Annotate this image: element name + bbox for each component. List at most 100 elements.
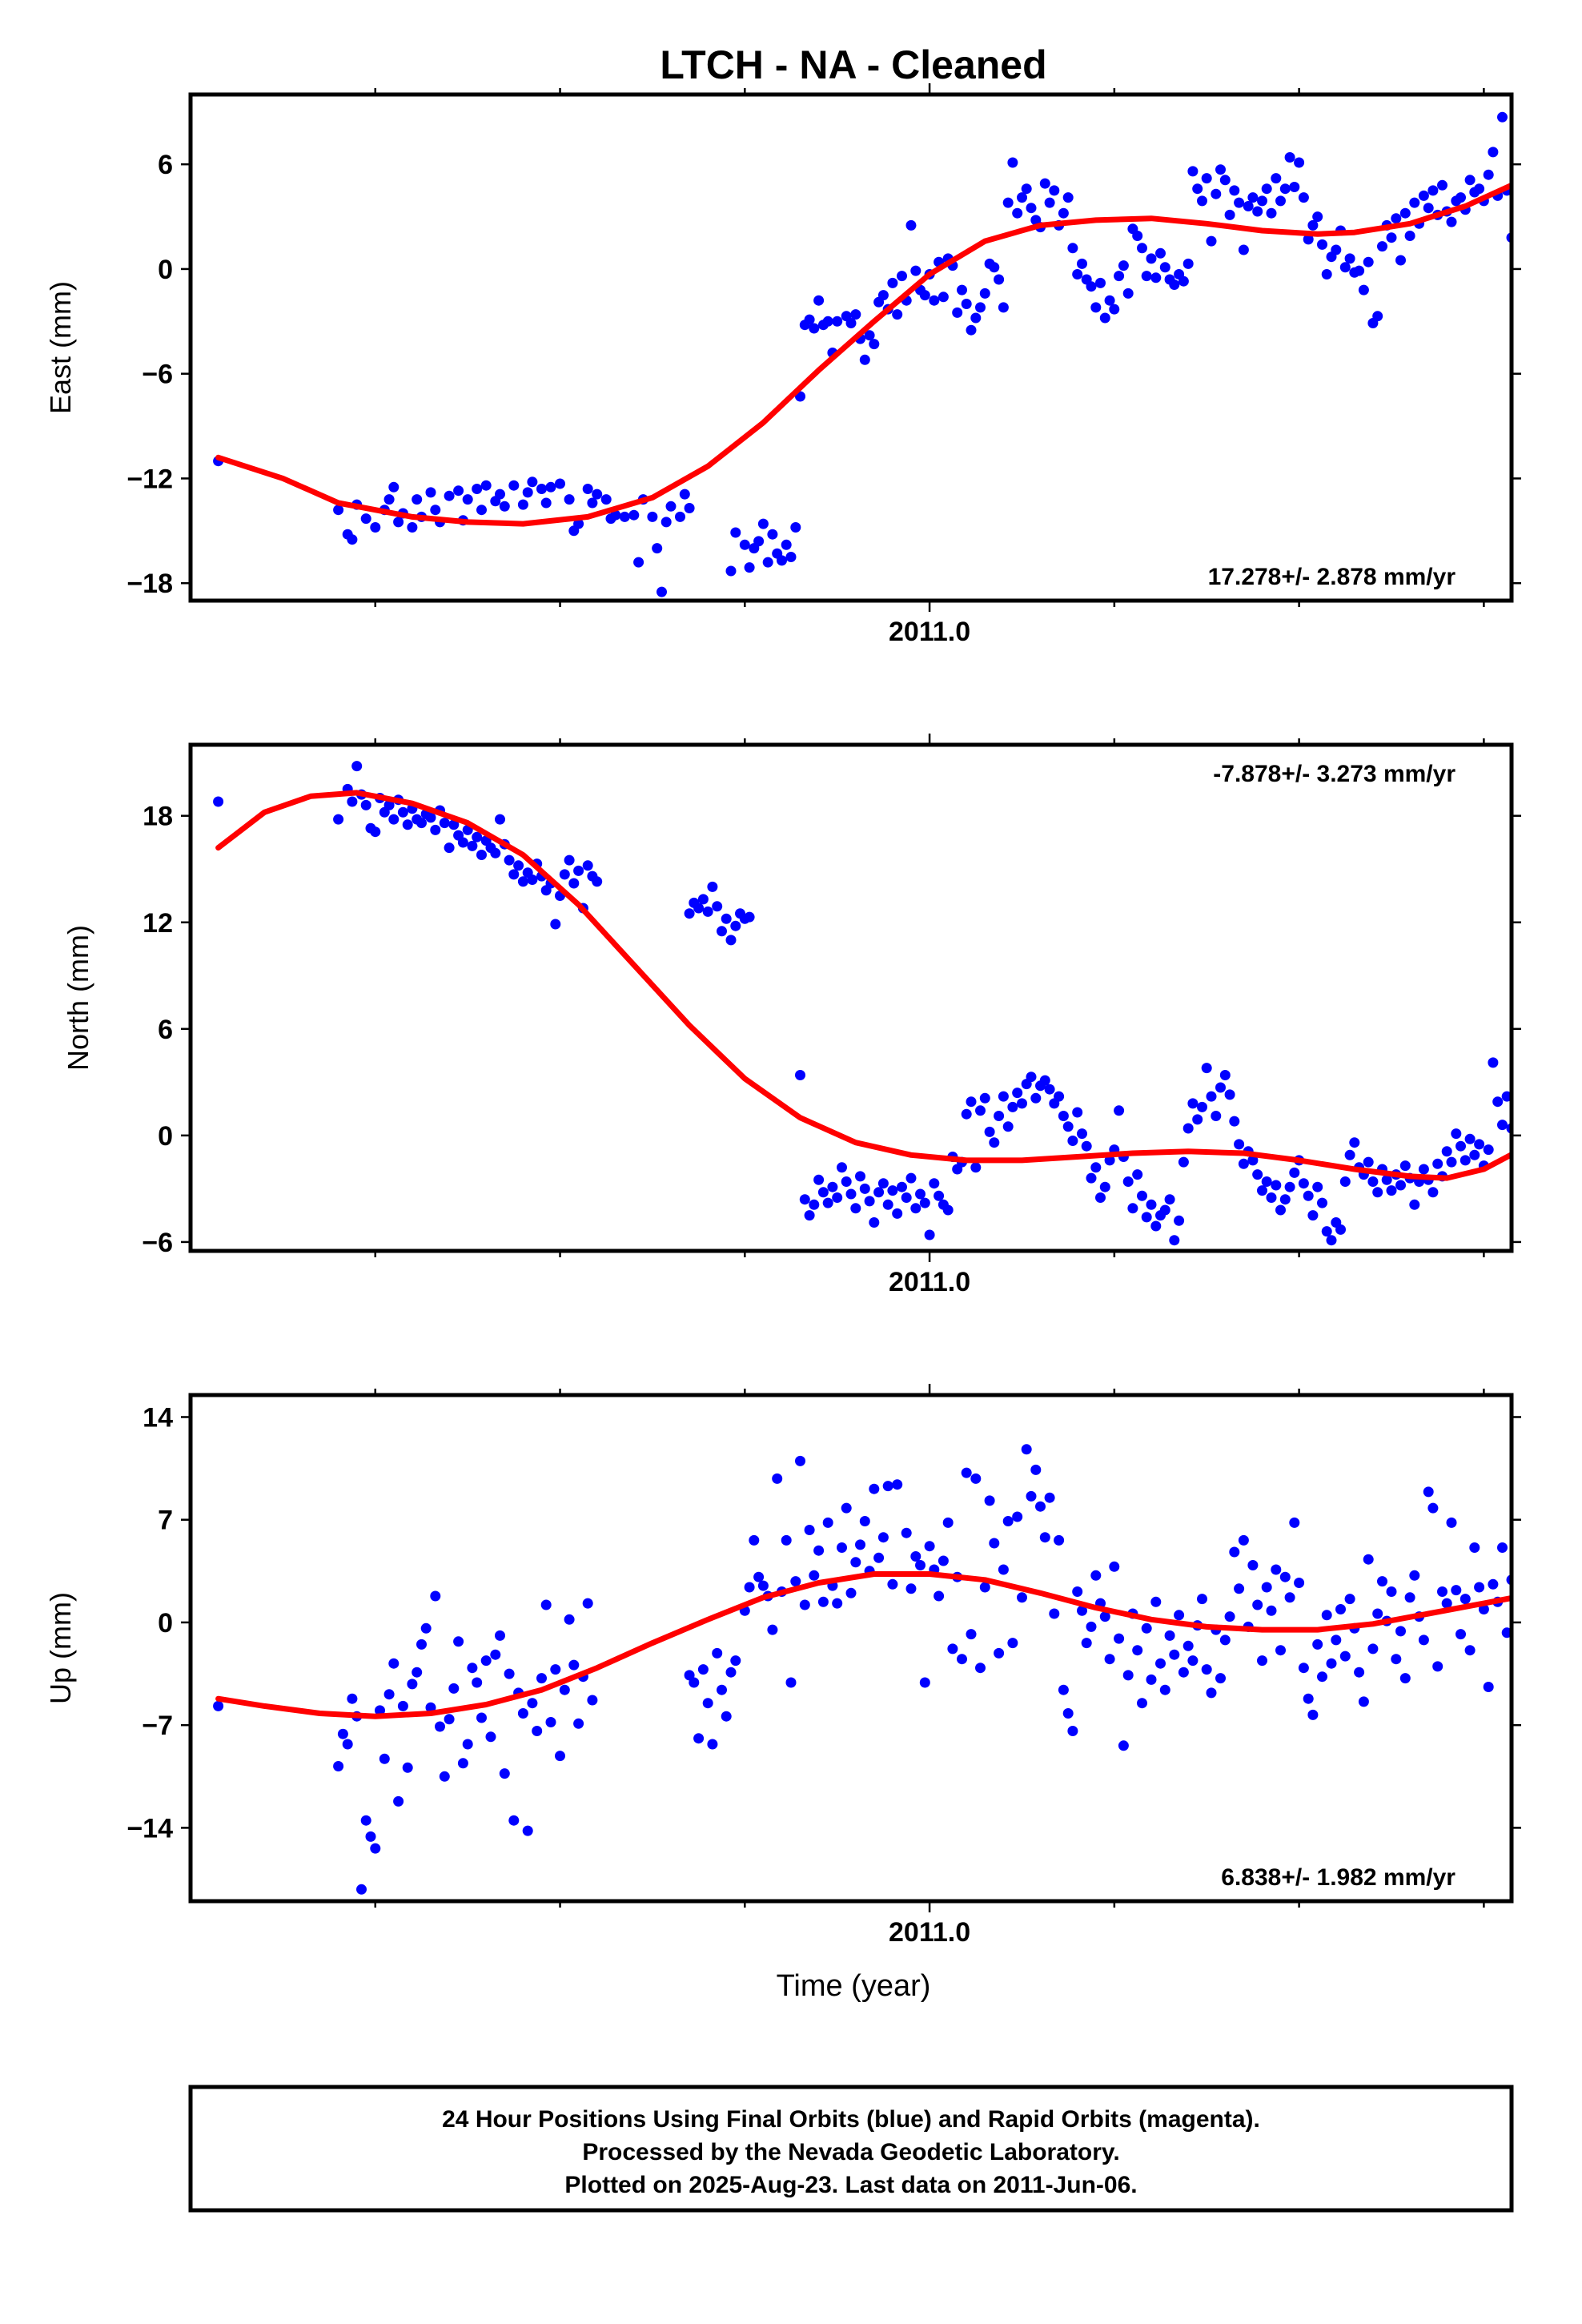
data-point <box>633 557 644 568</box>
data-point <box>1026 1490 1037 1502</box>
footer-box: 24 Hour Positions Using Final Orbits (bl… <box>188 2085 1514 2213</box>
data-point <box>1201 1664 1212 1675</box>
data-point <box>845 1587 857 1598</box>
data-point <box>1169 1649 1180 1660</box>
data-point <box>892 1208 903 1219</box>
plot-frame <box>188 92 1514 603</box>
data-point <box>934 1590 945 1602</box>
data-point <box>1289 182 1300 192</box>
data-point <box>1363 1554 1374 1565</box>
data-point <box>656 586 667 597</box>
data-point <box>1279 1571 1291 1582</box>
y-tick-label: 12 <box>143 908 173 939</box>
data-point <box>989 1137 1000 1148</box>
data-point <box>1035 1501 1046 1512</box>
data-point <box>416 818 427 829</box>
data-point <box>1534 158 1544 168</box>
data-point <box>859 1183 870 1194</box>
data-point <box>1137 243 1147 254</box>
data-point <box>998 1091 1009 1102</box>
panel-1: −18 −12 −6 0 6 2011.0 East (mm) 17.278+/- 2.878… <box>44 83 1544 647</box>
data-point <box>1354 1667 1365 1678</box>
data-point <box>333 1761 344 1771</box>
data-point <box>1474 1139 1485 1150</box>
data-point <box>495 1630 505 1641</box>
data-point <box>1372 1608 1383 1619</box>
data-point <box>1312 1638 1323 1650</box>
data-point <box>508 480 520 491</box>
data-point <box>882 1481 893 1492</box>
data-point <box>675 511 685 522</box>
data-point <box>508 1815 520 1826</box>
y-tick-label: −18 <box>126 569 173 599</box>
data-point <box>813 1545 825 1556</box>
data-point <box>1404 1592 1415 1603</box>
data-point <box>1446 1156 1457 1168</box>
data-point <box>495 814 505 825</box>
data-point <box>813 1174 825 1185</box>
data-point <box>402 1762 413 1773</box>
data-point <box>1539 1118 1549 1128</box>
data-point <box>970 1162 982 1173</box>
data-point <box>1317 1197 1327 1208</box>
data-point <box>412 494 423 505</box>
data-point <box>1377 241 1387 252</box>
data-point <box>1141 1622 1152 1634</box>
data-point <box>850 1203 861 1214</box>
data-point <box>1072 1586 1083 1597</box>
data-point <box>1044 1084 1055 1095</box>
data-point <box>1197 1594 1207 1605</box>
data-point <box>897 271 907 282</box>
data-point <box>850 1557 861 1568</box>
data-point <box>1224 1611 1235 1622</box>
data-point <box>1520 171 1531 182</box>
data-point <box>592 489 603 500</box>
data-point <box>1446 216 1457 227</box>
data-point <box>952 307 963 318</box>
data-point <box>522 487 533 498</box>
data-point <box>730 527 741 538</box>
data-point <box>1067 1726 1078 1736</box>
data-point <box>665 501 677 512</box>
data-point <box>1219 175 1231 186</box>
data-point <box>555 478 565 489</box>
data-point <box>804 1525 815 1535</box>
figure-title: LTCH - NA - Cleaned <box>660 42 1046 87</box>
data-point <box>957 284 967 296</box>
data-point <box>347 1693 358 1704</box>
data-point <box>472 1677 483 1688</box>
data-point <box>388 814 400 825</box>
data-point <box>781 539 792 550</box>
data-point <box>1095 277 1106 288</box>
data-point <box>938 292 949 303</box>
data-point <box>333 505 344 516</box>
data-point <box>1271 1180 1282 1191</box>
data-point <box>1215 1082 1226 1093</box>
data-point <box>1534 1629 1544 1639</box>
data-point <box>721 913 732 924</box>
data-point <box>1372 311 1383 322</box>
data-point <box>1441 1146 1452 1157</box>
data-point <box>527 476 538 488</box>
data-point <box>1150 1596 1162 1607</box>
data-point <box>739 539 750 550</box>
data-point <box>1104 1654 1115 1665</box>
data-point <box>1474 183 1485 195</box>
data-point <box>1099 312 1110 324</box>
data-point <box>592 876 603 887</box>
data-point <box>1252 1169 1263 1180</box>
data-point <box>1090 1570 1102 1581</box>
data-point <box>1114 1633 1125 1644</box>
data-point <box>785 552 797 562</box>
data-point <box>725 935 737 946</box>
data-point <box>1201 1063 1212 1074</box>
data-point <box>513 860 524 871</box>
data-point <box>975 1105 986 1116</box>
data-point <box>1182 1123 1194 1134</box>
data-point <box>1141 1212 1152 1223</box>
data-point <box>730 1655 741 1667</box>
data-point <box>1219 1634 1231 1646</box>
data-point <box>1437 179 1447 191</box>
data-point <box>1386 232 1397 243</box>
data-point <box>1206 1091 1217 1102</box>
